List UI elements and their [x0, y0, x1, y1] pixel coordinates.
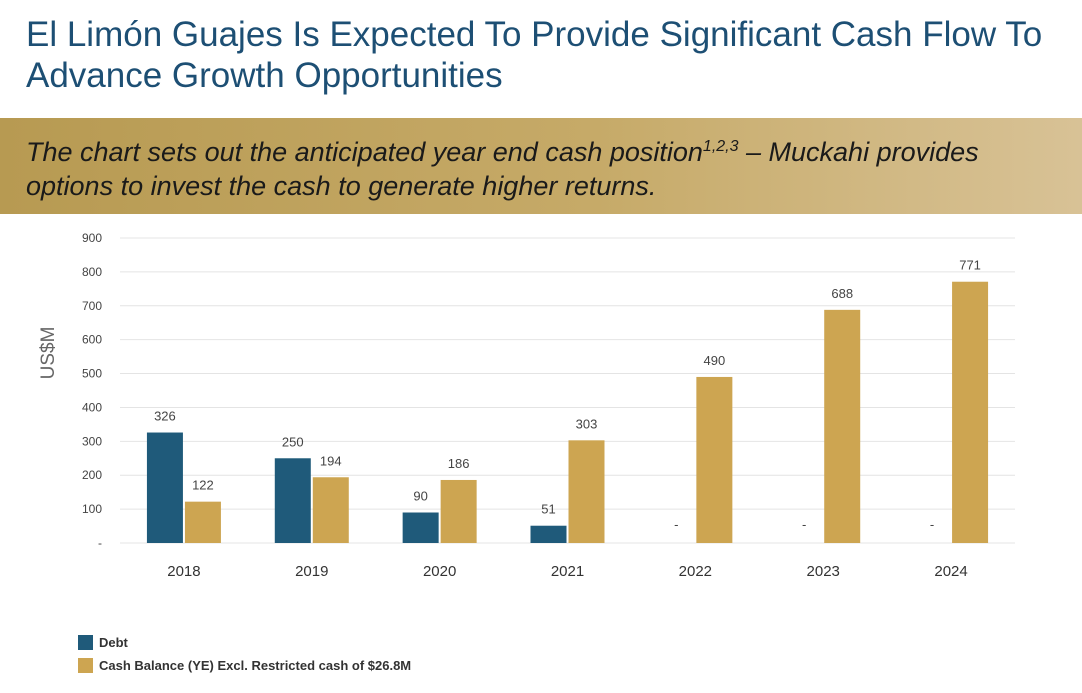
y-tick-label: 700 — [82, 299, 102, 313]
bar-cash — [696, 376, 733, 543]
bar-cash — [184, 501, 221, 543]
subtitle-text: The chart sets out the anticipated year … — [26, 130, 1066, 203]
bar-debt — [402, 512, 439, 543]
subtitle-footnote-ref: 1,2,3 — [702, 138, 739, 155]
y-tick-label: 400 — [82, 400, 102, 414]
data-label-cash: 186 — [448, 456, 470, 471]
legend-swatch-cash — [78, 657, 93, 673]
y-tick-label: 500 — [82, 367, 102, 381]
legend-item-debt: Debt — [78, 632, 411, 652]
data-label-debt: 90 — [413, 489, 427, 504]
x-tick-label: 2024 — [934, 563, 967, 580]
y-tick-label: 200 — [82, 468, 102, 482]
data-label-cash: 771 — [959, 258, 981, 273]
y-tick-label: - — [98, 536, 102, 550]
x-tick-label: 2023 — [807, 563, 840, 580]
y-tick-label: 800 — [82, 265, 102, 279]
data-label-debt: 250 — [282, 434, 304, 449]
legend-label-debt: Debt — [99, 634, 128, 650]
data-label-cash: 303 — [576, 416, 598, 431]
subtitle-banner: The chart sets out the anticipated year … — [0, 118, 1082, 214]
page-title: El Limón Guajes Is Expected To Provide S… — [26, 15, 1043, 95]
data-label-cash: 688 — [831, 286, 853, 301]
data-label-debt: - — [802, 517, 806, 532]
y-tick-label: 100 — [82, 502, 102, 516]
x-tick-label: 2022 — [679, 563, 712, 580]
y-tick-label: 600 — [82, 333, 102, 347]
data-label-cash: 122 — [192, 478, 214, 493]
bar-cash — [312, 477, 349, 543]
data-label-cash: 490 — [704, 353, 726, 368]
bar-debt — [146, 432, 183, 543]
bar-cash — [824, 309, 861, 543]
bar-cash — [952, 281, 989, 543]
chart-legend: Debt Cash Balance (YE) Excl. Restricted … — [78, 632, 411, 678]
legend-swatch-debt — [78, 634, 93, 650]
bar-cash — [568, 440, 605, 543]
subtitle-main: The chart sets out the anticipated year … — [26, 137, 703, 167]
y-tick-label: 300 — [82, 434, 102, 448]
y-tick-label: 900 — [82, 231, 102, 245]
bar-cash — [440, 479, 477, 543]
data-label-debt: - — [674, 517, 678, 532]
cash-position-chart: - 100 200 300 400 500 600 700 800 900 US$M 326 122 20… — [38, 231, 1015, 580]
data-label-debt: 51 — [541, 502, 555, 517]
data-label-debt: 326 — [154, 409, 176, 424]
data-label-debt: - — [930, 517, 934, 532]
x-tick-label: 2020 — [423, 563, 456, 580]
x-tick-label: 2021 — [551, 563, 584, 580]
bar-debt — [530, 525, 567, 543]
bar-debt — [274, 458, 311, 543]
x-tick-label: 2019 — [295, 563, 328, 580]
legend-item-cash: Cash Balance (YE) Excl. Restricted cash … — [78, 655, 411, 675]
legend-label-cash: Cash Balance (YE) Excl. Restricted cash … — [99, 657, 412, 673]
y-axis-label: US$M — [38, 327, 59, 380]
x-tick-label: 2018 — [167, 563, 200, 580]
subtitle-rest: – Muckahi provides options to invest the… — [26, 137, 979, 201]
data-label-cash: 194 — [320, 453, 342, 468]
